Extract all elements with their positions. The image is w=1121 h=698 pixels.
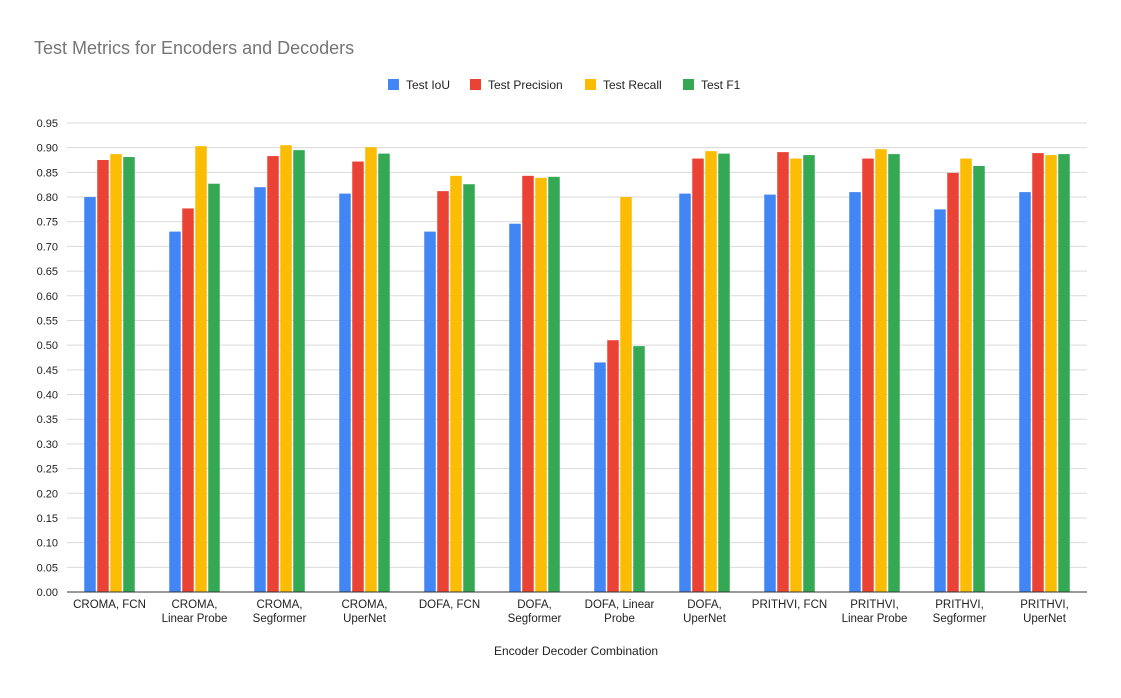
bar-test-precision (947, 172, 959, 592)
bar-test-precision (352, 161, 364, 592)
bar-test-iou (84, 197, 96, 593)
bar-test-recall (620, 197, 632, 593)
bar-test-precision (267, 156, 279, 592)
bar-test-precision (522, 175, 534, 592)
bar-test-f1 (463, 184, 475, 592)
x-category-label: CROMA, UperNet (342, 599, 388, 625)
y-tick-label: 0.35 (37, 414, 58, 426)
legend-swatch (683, 79, 694, 90)
bar-test-f1 (293, 150, 305, 592)
bar-test-precision (692, 158, 704, 592)
bar-test-recall (535, 177, 547, 592)
gridlines (67, 122, 1087, 568)
bar-test-f1 (888, 154, 900, 592)
y-tick-label: 0.70 (37, 241, 58, 253)
bar-test-recall (110, 154, 122, 592)
legend-label: Test IoU (406, 78, 450, 92)
y-tick-label: 0.50 (37, 340, 58, 352)
legend-label: Test Recall (603, 78, 662, 92)
bar-test-recall (450, 175, 462, 592)
bar-test-recall (365, 147, 377, 592)
y-tick-label: 0.40 (37, 390, 58, 402)
bar-test-iou (934, 209, 946, 593)
y-tick-label: 0.10 (37, 538, 58, 550)
bar-test-iou (1019, 192, 1031, 592)
x-category-label: PRITHVI, Linear Probe (842, 599, 908, 625)
bar-test-precision (777, 152, 789, 592)
y-tick-label: 0.45 (37, 365, 58, 377)
bar-test-iou (679, 193, 691, 592)
x-axis-categories: CROMA, FCN CROMA, Linear Probe CROMA, Segfor… (73, 599, 1069, 625)
bar-test-recall (875, 149, 887, 592)
legend-label: Test Precision (488, 78, 563, 92)
bar-test-precision (607, 340, 619, 592)
y-tick-label: 0.60 (37, 291, 58, 303)
bar-test-f1 (548, 176, 560, 592)
bar-test-f1 (208, 183, 220, 593)
bar-test-recall (1045, 155, 1057, 592)
bar-test-iou (594, 362, 606, 592)
bar-test-recall (195, 146, 207, 592)
bar-test-precision (437, 191, 449, 592)
bar-test-iou (339, 193, 351, 592)
x-axis-title: Encoder Decoder Combination (494, 644, 658, 658)
x-category-label: PRITHVI, Segformer (933, 599, 987, 625)
y-tick-label: 0.75 (37, 217, 58, 229)
x-category-label: CROMA, Segformer (253, 599, 307, 625)
bar-test-iou (849, 192, 861, 592)
x-category-label: DOFA, FCN (419, 599, 480, 611)
bar-test-recall (790, 158, 802, 592)
y-axis-ticks: 0.00 0.05 0.10 0.15 0.20 0.25 0.30 0.35 0.40 0.45… (37, 118, 58, 599)
bar-test-iou (509, 223, 521, 592)
legend-swatch (585, 79, 596, 90)
bar-test-iou (254, 187, 266, 592)
bar-test-iou (169, 231, 181, 592)
bar-test-f1 (633, 346, 645, 592)
bar-test-recall (705, 151, 717, 592)
bar-test-iou (424, 231, 436, 592)
x-category-label: DOFA, UperNet (683, 599, 727, 625)
y-tick-label: 0.25 (37, 464, 58, 476)
x-category-label: CROMA, Linear Probe (162, 599, 228, 625)
x-category-label: PRITHVI, FCN (752, 599, 827, 611)
chart-title: Test Metrics for Encoders and Decoders (34, 38, 354, 58)
y-tick-label: 0.65 (37, 266, 58, 278)
bar-test-f1 (123, 157, 135, 592)
y-tick-label: 0.30 (37, 439, 58, 451)
bar-test-precision (182, 208, 194, 593)
legend-swatch (388, 79, 399, 90)
y-tick-label: 0.05 (37, 562, 58, 574)
y-tick-label: 0.55 (37, 315, 58, 327)
bar-test-recall (960, 158, 972, 592)
y-tick-label: 0.90 (37, 143, 58, 155)
y-tick-label: 0.85 (37, 167, 58, 179)
legend-swatch (470, 79, 481, 90)
y-tick-label: 0.00 (37, 587, 58, 599)
bar-test-f1 (718, 153, 730, 593)
legend: Test IoU Test Precision Test Recall Test F1 (388, 78, 741, 92)
bar-test-precision (97, 160, 109, 593)
bar-test-iou (764, 194, 776, 592)
bar-test-f1 (973, 165, 985, 592)
y-tick-label: 0.80 (37, 192, 58, 204)
bar-test-f1 (803, 155, 815, 592)
bar-test-precision (862, 158, 874, 592)
x-category-label: CROMA, FCN (73, 599, 146, 611)
bar-test-f1 (1058, 154, 1070, 592)
y-tick-label: 0.20 (37, 488, 58, 500)
y-tick-label: 0.95 (37, 118, 58, 130)
x-category-label: DOFA, Segformer (508, 599, 562, 625)
legend-label: Test F1 (701, 78, 741, 92)
bar-test-f1 (378, 153, 390, 593)
bar-test-recall (280, 145, 292, 592)
y-tick-label: 0.15 (37, 513, 58, 525)
bar-test-precision (1032, 153, 1044, 592)
bars (84, 145, 1070, 593)
x-category-label: PRITHVI, UperNet (1020, 599, 1069, 625)
x-category-label: DOFA, Linear Probe (585, 599, 655, 625)
